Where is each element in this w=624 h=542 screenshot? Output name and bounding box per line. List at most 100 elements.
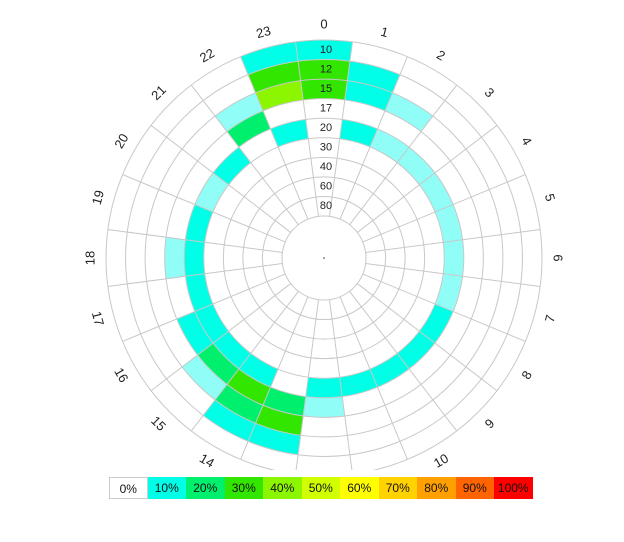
hour-label: 2 — [434, 47, 448, 64]
grid-spoke — [150, 124, 291, 233]
legend-swatch: 0% — [109, 477, 148, 499]
heatmap-cell — [215, 92, 264, 132]
heatmap-cell — [419, 304, 454, 344]
grid-ring — [144, 78, 504, 438]
hour-label: 20 — [111, 131, 131, 151]
ring-label: 20 — [320, 122, 332, 134]
grid-spoke — [240, 296, 309, 460]
color-scale-legend: 0% 10% 20% 30% 40% 50% 60% 70% 80% 90% 100% — [109, 477, 533, 499]
hour-label: 0 — [320, 17, 327, 32]
heatmap-cell — [194, 304, 229, 344]
heatmap-cell — [248, 61, 301, 93]
grid-ring — [222, 156, 426, 360]
legend-swatch: 20% — [186, 477, 225, 499]
heatmap-cell — [255, 405, 304, 436]
hour-label: 9 — [482, 416, 498, 432]
hour-label: 14 — [197, 451, 217, 470]
heatmap-cell — [227, 110, 271, 148]
hour-label: 4 — [518, 134, 535, 148]
grid-spoke — [349, 84, 458, 225]
ring-label: 40 — [320, 161, 332, 173]
grid-ring — [183, 117, 465, 399]
heatmap-cell — [370, 353, 410, 388]
polar-grid — [105, 39, 543, 470]
ring-label: 12 — [320, 63, 332, 75]
legend-swatch: 40% — [263, 477, 302, 499]
grid-ring — [164, 98, 484, 418]
heatmap-cell — [255, 80, 304, 111]
heatmap-cell — [227, 368, 271, 406]
hour-label: 23 — [255, 23, 273, 41]
grid-spoke — [339, 56, 408, 220]
grid-spoke — [240, 56, 309, 220]
heatmap-cell — [238, 353, 278, 388]
grid-spoke — [362, 174, 526, 243]
hour-label: 15 — [148, 413, 169, 434]
grid-spoke — [122, 174, 286, 243]
legend-swatch: 90% — [455, 477, 494, 499]
heatmap-cell — [184, 239, 205, 277]
heatmap-cell — [182, 354, 228, 400]
legend-swatch: 70% — [378, 477, 417, 499]
heatmap-cell — [213, 147, 251, 185]
legend-swatch: 30% — [224, 477, 263, 499]
grid-spoke — [357, 124, 498, 233]
hour-label: 22 — [197, 45, 217, 65]
grid-spoke — [365, 229, 541, 254]
grid-spoke — [365, 262, 541, 287]
heatmap-cell — [344, 80, 393, 111]
hour-label: 19 — [89, 189, 107, 207]
heatmap-cell — [197, 343, 239, 385]
grid-spoke — [339, 296, 408, 460]
grid-spoke — [190, 291, 299, 432]
grid-spoke — [362, 273, 526, 342]
heatmap-cell — [305, 377, 343, 398]
grid-ring — [125, 59, 523, 457]
grid-spoke — [349, 291, 458, 432]
heatmap-cell — [203, 399, 256, 442]
heatmap-cell — [384, 92, 433, 132]
grid-spoke — [295, 299, 320, 470]
radial-axis-labels: 10 12 15 17 20 30 40 60 80 — [320, 44, 332, 212]
grid-spoke — [122, 273, 286, 342]
legend-swatch: 10% — [147, 477, 186, 499]
heatmap-cell — [248, 423, 301, 455]
legend-swatch: 50% — [301, 477, 340, 499]
grid-ring — [261, 195, 387, 321]
grid-spoke — [107, 262, 283, 287]
hour-label: 17 — [89, 310, 107, 328]
heatmap-cell — [347, 61, 400, 93]
grid-ring — [105, 39, 543, 470]
heatmap-cell — [213, 331, 251, 369]
heatmap-cell — [419, 172, 454, 212]
ring-label: 17 — [320, 102, 332, 114]
hour-label: 16 — [111, 365, 131, 385]
hour-label: 18 — [83, 251, 98, 265]
heatmap-cell — [215, 384, 264, 424]
grid-ring — [281, 215, 367, 301]
hour-label: 21 — [148, 82, 169, 103]
grid-spoke — [107, 229, 283, 254]
heatmap-cell — [164, 237, 186, 279]
grid-spoke — [150, 283, 291, 392]
legend-swatch: 100% — [494, 477, 533, 499]
heatmap-cell — [300, 79, 348, 101]
ring-label: 30 — [320, 142, 332, 154]
grid-spoke — [328, 299, 353, 470]
polar-heatmap: 01234567891011121314151617181920212223 1… — [83, 17, 566, 470]
ring-label: 10 — [320, 44, 332, 56]
hour-label: 8 — [518, 368, 535, 382]
heatmap-cell — [298, 59, 350, 81]
heatmap-cell — [397, 331, 435, 369]
ring-label: 15 — [320, 83, 332, 95]
heatmap-cell — [240, 41, 299, 75]
legend-swatch: 60% — [340, 477, 379, 499]
heatmap-cell — [397, 147, 435, 185]
hour-label: 1 — [379, 24, 390, 40]
grid-spoke — [190, 84, 299, 225]
heatmap-cell — [370, 128, 410, 163]
hour-label: 7 — [542, 313, 558, 324]
heatmap-cells — [164, 40, 464, 455]
hour-label: 10 — [431, 451, 451, 470]
heatmap-cell — [176, 311, 214, 355]
